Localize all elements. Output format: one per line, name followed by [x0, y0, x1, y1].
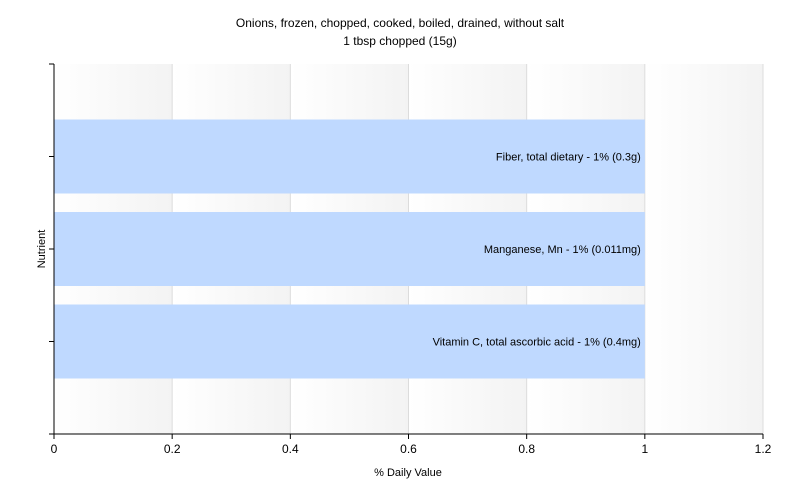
bar-label: Vitamin C, total ascorbic acid - 1% (0.4…	[433, 337, 641, 349]
bars-group: Fiber, total dietary - 1% (0.3g) Manganes…	[54, 119, 645, 379]
x-tick-label: 1	[641, 442, 648, 456]
bar	[54, 119, 645, 194]
x-tick-label: 0	[51, 442, 58, 456]
x-tick-label: 0.8	[518, 442, 535, 456]
y-axis-ticks	[49, 63, 54, 435]
bar-label: Manganese, Mn - 1% (0.011mg)	[484, 244, 641, 256]
bar	[54, 212, 645, 286]
chart-title: Onions, frozen, chopped, cooked, boiled,…	[236, 16, 565, 30]
bar	[54, 304, 645, 379]
y-axis-title: Nutrient	[36, 230, 48, 269]
bar-label: Fiber, total dietary - 1% (0.3g)	[496, 152, 641, 164]
x-axis-title: % Daily Value	[374, 467, 442, 479]
x-axis-ticks: 0 0.2 0.4 0.6 0.8 1 1.2	[51, 434, 772, 456]
plot-band	[644, 64, 763, 434]
x-tick-label: 0.4	[282, 442, 299, 456]
x-tick-label: 1.2	[755, 442, 772, 456]
chart-subtitle: 1 tbsp chopped (15g)	[343, 34, 456, 48]
x-tick-label: 0.2	[164, 442, 181, 456]
x-tick-label: 0.6	[400, 442, 417, 456]
